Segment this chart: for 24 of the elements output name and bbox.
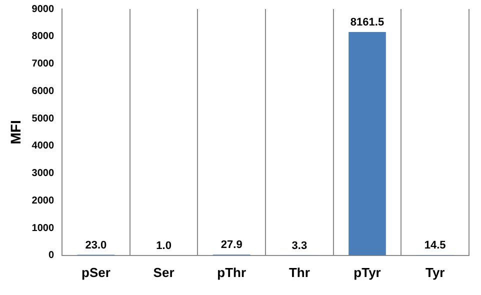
y-axis-title: MFI [7,120,24,144]
data-label: 8161.5 [350,16,384,28]
x-tick-label: pSer [82,264,110,280]
data-label: 3.3 [292,240,308,252]
data-label: 23.0 [85,239,107,252]
y-tick-label: 2000 [32,195,54,206]
y-tick-label: 0 [48,250,54,262]
x-tick-label: pTyr [354,264,381,280]
x-tick-label: Ser [153,264,174,280]
x-tick-label: Tyr [425,264,445,280]
y-tick-label: 1000 [32,222,54,234]
data-label: 27.9 [220,239,242,252]
y-tick-label: 3000 [32,168,54,180]
x-tick-label: pThr [217,264,246,280]
y-tick-label: 4000 [32,140,54,152]
y-tick-label: 7000 [32,58,54,70]
y-tick-label: 8000 [32,31,54,42]
data-label: 14.5 [424,240,446,252]
y-tick-label: 6000 [32,86,54,97]
y-tick-label: 9000 [32,4,54,15]
y-tick-label: 5000 [32,113,54,124]
data-label: 1.0 [156,240,172,252]
bar [348,32,386,256]
x-tick-label: Thr [288,264,310,280]
